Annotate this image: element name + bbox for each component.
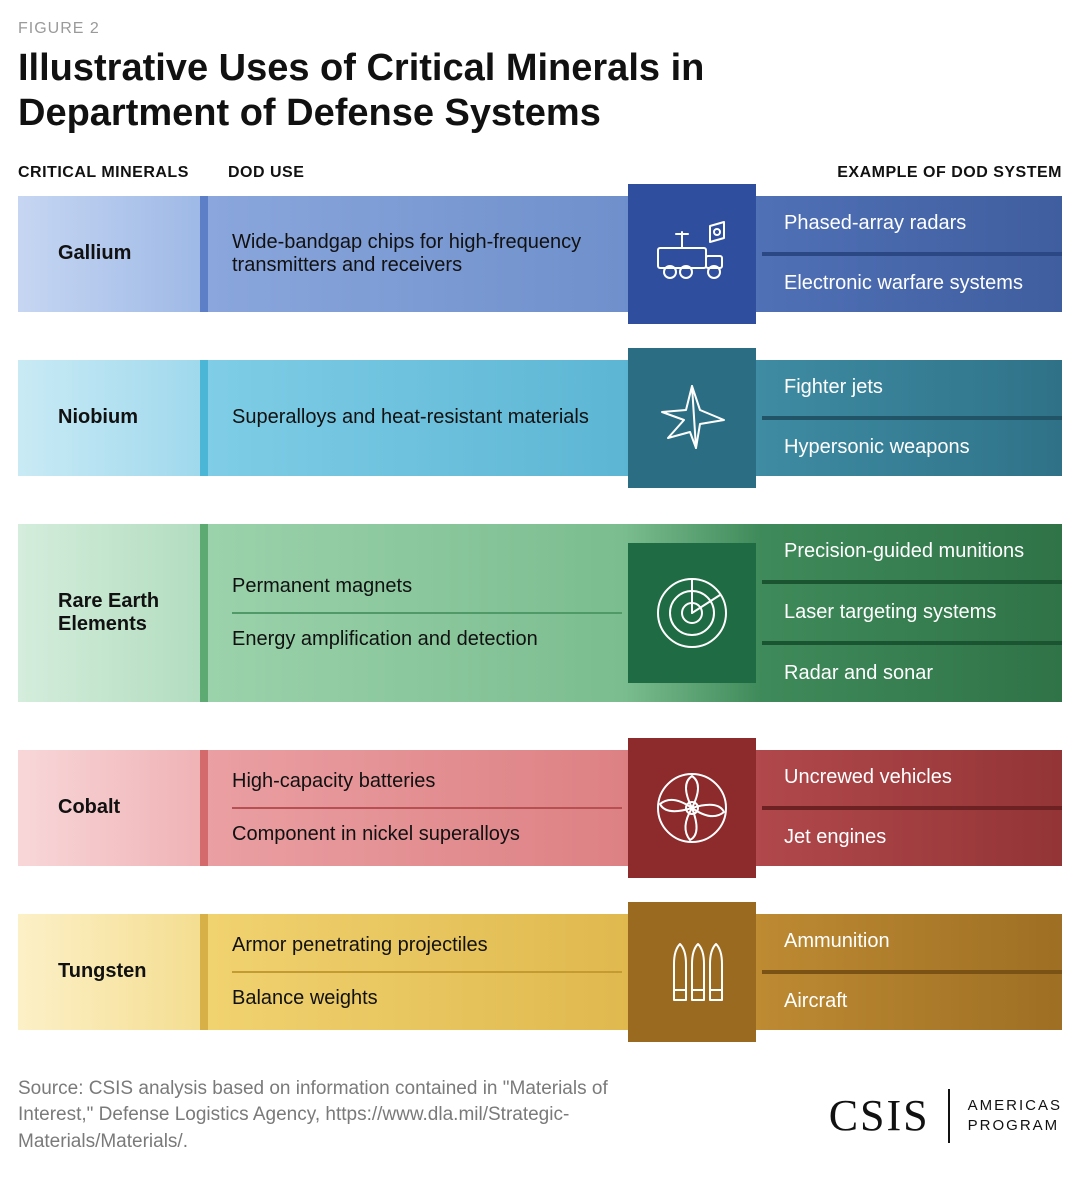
use-item: Component in nickel superalloys: [232, 809, 598, 860]
logo-org: CSIS: [829, 1090, 930, 1141]
system-item: Electronic warfare systems: [762, 256, 1062, 312]
system-item: Uncrewed vehicles: [762, 750, 1062, 806]
bullets-icon: [628, 902, 756, 1042]
icon-block: [622, 914, 762, 1030]
system-item: Ammunition: [762, 914, 1062, 970]
logo-program-line1: AMERICAS: [968, 1096, 1062, 1116]
system-item: Fighter jets: [762, 360, 1062, 416]
mineral-name: Rare Earth Elements: [18, 524, 208, 702]
use-item: Superalloys and heat-resistant materials: [232, 392, 598, 443]
mineral-name: Niobium: [18, 360, 208, 476]
fan-icon: [628, 738, 756, 878]
logo: CSIS AMERICAS PROGRAM: [829, 1089, 1062, 1143]
icon-block: [622, 524, 762, 702]
mineral-name: Tungsten: [18, 914, 208, 1030]
dod-use: Armor penetrating projectilesBalance wei…: [208, 914, 622, 1030]
logo-program: AMERICAS PROGRAM: [968, 1096, 1062, 1135]
logo-divider: [948, 1089, 950, 1143]
system-item: Aircraft: [762, 974, 1062, 1030]
dod-use: Wide-bandgap chips for high-frequency tr…: [208, 196, 622, 312]
mineral-name: Gallium: [18, 196, 208, 312]
row-rare-earth: Rare Earth ElementsPermanent magnetsEner…: [18, 524, 1062, 702]
system-item: Radar and sonar: [762, 645, 1062, 702]
dod-use: Superalloys and heat-resistant materials: [208, 360, 622, 476]
system-item: Laser targeting systems: [762, 584, 1062, 641]
footer: Source: CSIS analysis based on informati…: [18, 1076, 1062, 1156]
row-tungsten: TungstenArmor penetrating projectilesBal…: [18, 914, 1062, 1030]
row-gallium: Gallium Wide-bandgap chips for high-frequ…: [18, 196, 1062, 312]
fighter-jet-icon: [628, 348, 756, 488]
rows-container: Gallium Wide-bandgap chips for high-frequ…: [18, 196, 1062, 1030]
icon-block: [622, 196, 762, 312]
dod-systems: Precision-guided munitionsLaser targetin…: [762, 524, 1062, 702]
use-item: High-capacity batteries: [232, 756, 598, 807]
dod-systems: AmmunitionAircraft: [762, 914, 1062, 1030]
dod-use: Permanent magnetsEnergy amplification an…: [208, 524, 622, 702]
source-text: Source: CSIS analysis based on informati…: [18, 1076, 638, 1156]
radar-scope-icon: [628, 543, 756, 683]
icon-block: [622, 750, 762, 866]
logo-program-line2: PROGRAM: [968, 1116, 1062, 1136]
dod-systems: Fighter jetsHypersonic weapons: [762, 360, 1062, 476]
use-item: Energy amplification and detection: [232, 614, 598, 665]
system-item: Jet engines: [762, 810, 1062, 866]
header-mineral: CRITICAL MINERALS: [18, 164, 208, 182]
mineral-name: Cobalt: [18, 750, 208, 866]
column-headers: CRITICAL MINERALS DOD USE EXAMPLE OF DOD…: [18, 164, 1062, 182]
dod-systems: Uncrewed vehiclesJet engines: [762, 750, 1062, 866]
figure-label: FIGURE 2: [18, 20, 1062, 38]
radar-truck-icon: [628, 184, 756, 324]
system-item: Precision-guided munitions: [762, 524, 1062, 581]
use-item: Balance weights: [232, 973, 598, 1024]
system-item: Hypersonic weapons: [762, 420, 1062, 476]
header-use: DOD USE: [208, 164, 762, 182]
use-item: Permanent magnets: [232, 561, 598, 612]
page-title: Illustrative Uses of Critical Minerals i…: [18, 46, 918, 136]
dod-use: High-capacity batteriesComponent in nick…: [208, 750, 622, 866]
row-niobium: Niobium Superalloys and heat-resistant ma…: [18, 360, 1062, 476]
system-item: Phased-array radars: [762, 196, 1062, 252]
dod-systems: Phased-array radarsElectronic warfare sy…: [762, 196, 1062, 312]
use-item: Wide-bandgap chips for high-frequency tr…: [232, 217, 598, 291]
use-item: Armor penetrating projectiles: [232, 920, 598, 971]
icon-block: [622, 360, 762, 476]
header-system: EXAMPLE OF DOD SYSTEM: [762, 164, 1062, 182]
row-cobalt: CobaltHigh-capacity batteriesComponent i…: [18, 750, 1062, 866]
